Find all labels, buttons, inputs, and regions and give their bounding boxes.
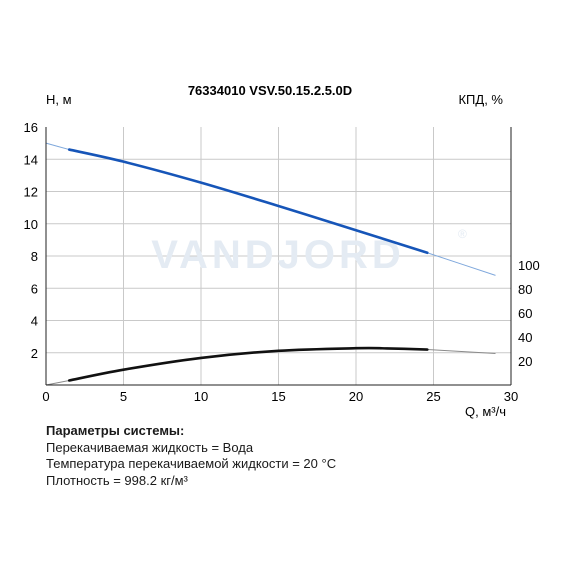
- x-tick-25: 25: [426, 389, 440, 404]
- parameter-temperature: Температура перекачиваемой жидкости = 20…: [46, 456, 337, 471]
- y-tick-left-2: 2: [31, 346, 38, 361]
- system-parameters: Параметры системы: Перекачиваемая жидкос…: [46, 423, 336, 489]
- watermark-registered-mark: ®: [458, 227, 467, 241]
- y-tick-right-100: 100: [518, 258, 540, 273]
- axes: [45, 127, 512, 386]
- x-tick-30: 30: [504, 389, 518, 404]
- y-axis-label-left: Н, м: [46, 92, 72, 107]
- efficiency-curve: [67, 346, 429, 382]
- tick-labels: 0 5 10 15 20 25 30 2 4 6 8 10 12 14 16 20 40 60 80 100: [24, 120, 540, 404]
- y-tick-left-10: 10: [24, 217, 38, 232]
- y-axis-label-right: КПД, %: [458, 92, 503, 107]
- y-tick-right-20: 20: [518, 354, 532, 369]
- grid: [46, 127, 511, 385]
- parameters-heading: Параметры системы:: [46, 423, 185, 438]
- x-tick-0: 0: [42, 389, 49, 404]
- head-extension-end: [427, 252, 496, 276]
- parameter-density: Плотность = 998.2 кг/м³: [46, 472, 188, 488]
- chart-title: 76334010 VSV.50.15.2.5.0D: [188, 83, 352, 98]
- x-tick-10: 10: [194, 389, 208, 404]
- parameter-fluid: Перекачиваемая жидкость = Вода: [46, 439, 254, 455]
- y-tick-right-40: 40: [518, 330, 532, 345]
- x-tick-20: 20: [349, 389, 363, 404]
- efficiency-extension-end: [427, 349, 496, 355]
- head-extension-start: [45, 142, 70, 151]
- y-tick-left-8: 8: [31, 249, 38, 264]
- watermark: VANDJORD: [151, 233, 405, 277]
- y-tick-left-6: 6: [31, 281, 38, 296]
- x-tick-5: 5: [120, 389, 127, 404]
- head-curve: [67, 148, 429, 255]
- y-tick-right-60: 60: [518, 306, 532, 321]
- y-tick-left-14: 14: [24, 152, 38, 167]
- y-tick-right-80: 80: [518, 282, 532, 297]
- y-tick-left-16: 16: [24, 120, 38, 135]
- x-axis-label: Q, м³/ч: [465, 404, 506, 419]
- y-tick-left-4: 4: [31, 314, 38, 329]
- x-tick-15: 15: [271, 389, 285, 404]
- y-tick-left-12: 12: [24, 185, 38, 200]
- efficiency-extension-start: [45, 379, 70, 386]
- series: [45, 142, 496, 386]
